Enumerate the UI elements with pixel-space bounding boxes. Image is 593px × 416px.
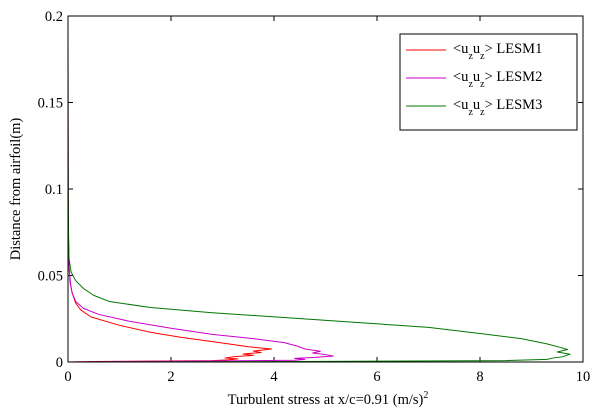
legend: <uzuz> LESM1 <uzuz> LESM2 <uzuz> LESM3 bbox=[399, 33, 578, 131]
x-axis-label: Turbulent stress at x/c=0.91 (m/s)2 bbox=[228, 390, 429, 408]
x-tick-label: 8 bbox=[476, 369, 483, 385]
series-line bbox=[67, 33, 571, 363]
x-tick-label: 6 bbox=[373, 369, 380, 385]
y-tick-label: 0.2 bbox=[45, 9, 63, 25]
x-tick-label: 2 bbox=[167, 369, 174, 385]
plot-frame bbox=[67, 15, 584, 363]
legend-label: <uzuz> LESM1 bbox=[453, 41, 542, 62]
y-tick-label: 0.05 bbox=[38, 269, 63, 285]
legend-label: <uzuz> LESM2 bbox=[453, 69, 542, 90]
axis-tick-labels: 0 2 4 6 8 10 0 0.05 0.1 0.15 0.2 bbox=[38, 9, 591, 385]
y-tick-label: 0.15 bbox=[38, 96, 63, 112]
x-tick-label: 10 bbox=[576, 369, 591, 385]
legend-items: <uzuz> LESM1 <uzuz> LESM2 <uzuz> LESM3 bbox=[406, 41, 542, 118]
y-tick-label: 0.1 bbox=[45, 182, 63, 198]
series-lines bbox=[67, 33, 571, 363]
x-tick-label: 0 bbox=[64, 369, 71, 385]
y-tick-label: 0 bbox=[56, 355, 63, 371]
series-line bbox=[67, 33, 334, 363]
x-tick-label: 4 bbox=[270, 369, 278, 385]
y-axis-label: Distance from airfoil(m) bbox=[8, 118, 24, 261]
legend-label: <uzuz> LESM3 bbox=[453, 97, 542, 118]
